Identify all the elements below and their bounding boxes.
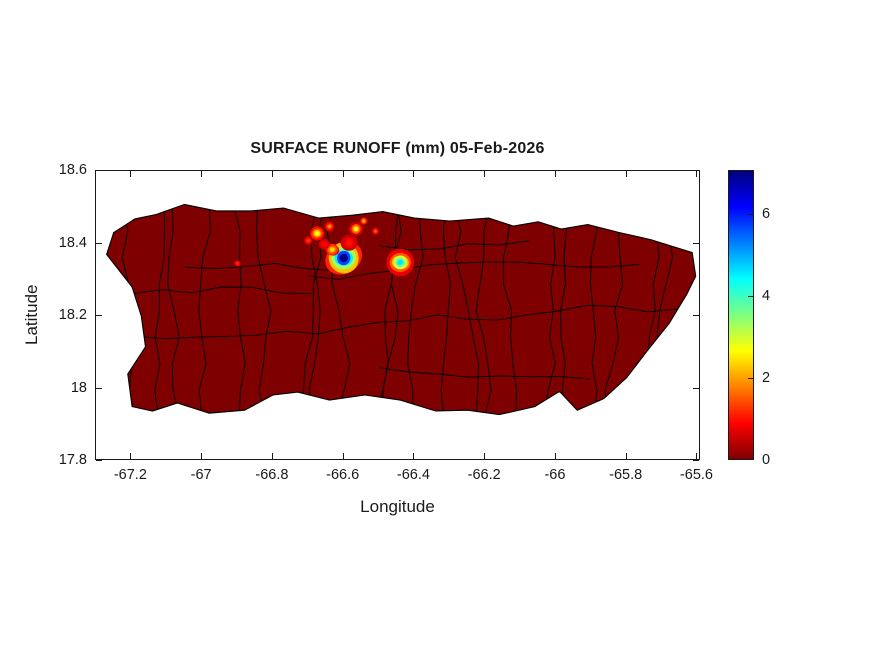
- x-tick-mark: [272, 453, 273, 459]
- x-tick-mark-top: [201, 171, 202, 177]
- y-tick-mark-right: [693, 388, 699, 389]
- colorbar: [728, 170, 754, 460]
- x-tick-label: -65.6: [679, 467, 713, 483]
- y-tick-mark: [96, 315, 102, 316]
- colorbar-tick-label: 2: [762, 369, 771, 386]
- y-tick-label: 17.8: [58, 452, 87, 468]
- colorbar-tick-label: 6: [762, 205, 771, 222]
- runoff-cell: [321, 241, 327, 247]
- x-tick-mark-top: [272, 171, 273, 177]
- runoff-cell: [397, 259, 404, 265]
- x-tick-mark-top: [555, 171, 556, 177]
- colorbar-tick-mark: [748, 378, 753, 379]
- x-tick-mark: [484, 453, 485, 459]
- y-tick-mark-right: [693, 315, 699, 316]
- y-tick-label: 18: [70, 379, 87, 396]
- colorbar-tick-label: 4: [762, 287, 771, 304]
- coastline: [105, 203, 697, 416]
- x-tick-label: -66.6: [326, 467, 360, 483]
- y-tick-mark: [96, 388, 102, 389]
- runoff-cell: [374, 230, 377, 233]
- y-tick-mark-right: [693, 170, 699, 171]
- runoff-cell: [330, 247, 335, 252]
- runoff-hotspots: [234, 217, 415, 277]
- x-tick-label: -66.8: [255, 467, 289, 483]
- y-tick-mark-right: [693, 460, 699, 461]
- x-tick-label: -67: [190, 467, 212, 483]
- x-tick-mark-top: [343, 171, 344, 177]
- x-tick-mark-top: [696, 171, 697, 177]
- puerto-rico-landmass: [106, 204, 696, 415]
- x-tick-mark-top: [130, 171, 131, 177]
- x-tick-mark: [201, 453, 202, 459]
- x-tick-label: -65.8: [609, 467, 643, 483]
- colorbar-tick-mark: [748, 459, 753, 460]
- colorbar-gradient: [729, 171, 753, 459]
- x-tick-label: -67.2: [113, 467, 147, 483]
- y-tick-label: 18.4: [58, 234, 87, 251]
- runoff-cell: [362, 219, 365, 223]
- x-tick-mark-top: [484, 171, 485, 177]
- x-tick-label: -66.2: [467, 467, 501, 483]
- y-tick-mark: [96, 170, 102, 171]
- y-tick-label: 18.2: [58, 307, 87, 323]
- x-tick-mark: [555, 453, 556, 459]
- x-tick-mark-top: [413, 171, 414, 177]
- x-axis-label: Longitude: [360, 497, 435, 516]
- runoff-cell: [328, 225, 331, 228]
- runoff-cell: [315, 231, 320, 236]
- runoff-cell: [339, 253, 348, 263]
- x-tick-mark: [413, 453, 414, 459]
- x-tick-mark: [130, 453, 131, 459]
- chart-title: SURFACE RUNOFF (mm) 05-Feb-2026: [250, 140, 545, 157]
- plot-area: [95, 170, 700, 460]
- x-tick-label: -66: [544, 467, 566, 483]
- runoff-cell: [354, 227, 358, 231]
- y-tick-mark: [96, 243, 102, 244]
- x-tick-mark: [343, 453, 344, 459]
- colorbar-tick-mark: [748, 296, 753, 297]
- x-tick-mark: [626, 453, 627, 459]
- runoff-cell: [346, 239, 352, 246]
- colorbar-tick-label: 0: [762, 452, 771, 468]
- puerto-rico-runoff-map: [105, 203, 697, 416]
- colorbar-tick-mark: [748, 214, 753, 215]
- x-tick-mark-top: [626, 171, 627, 177]
- runoff-cell: [236, 262, 239, 265]
- y-tick-mark: [96, 460, 102, 461]
- x-tick-mark: [696, 453, 697, 459]
- y-tick-mark-right: [693, 243, 699, 244]
- runoff-cell: [306, 239, 310, 243]
- x-tick-label: -66.4: [396, 467, 430, 483]
- y-tick-label: 18.6: [58, 162, 87, 178]
